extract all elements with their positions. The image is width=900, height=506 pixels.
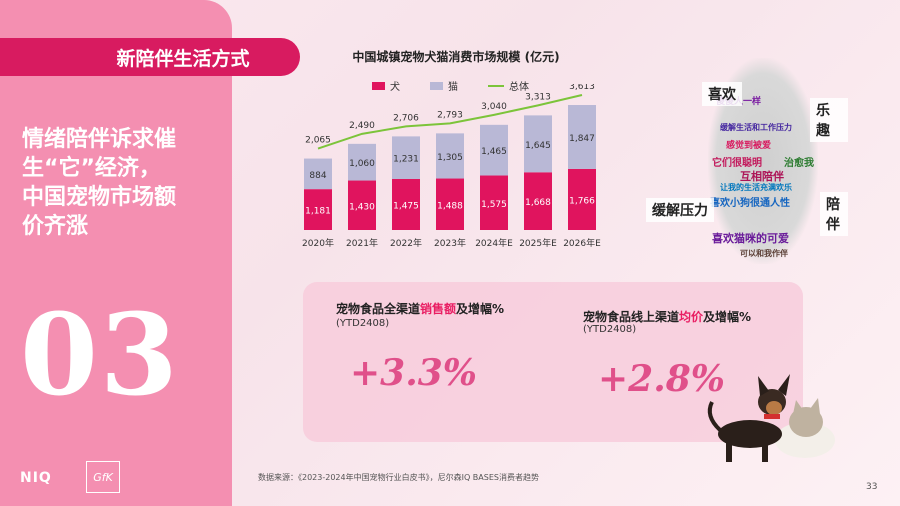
wc-word: 互相陪伴 <box>740 170 784 183</box>
data-label-total: 2,706 <box>393 113 419 123</box>
metric-title-post: 及增幅% <box>456 302 505 316</box>
metric-value: +2.8% <box>598 358 726 400</box>
line-total <box>317 94 583 150</box>
legend-item-cat: 猫 <box>430 78 458 93</box>
market-size-chart: 1,181 884 2,065 2020年 1,430 1,060 2,490 2021年 1,… <box>302 84 601 249</box>
headline-line: 中国宠物市场额 <box>22 185 177 210</box>
metric-title-post: 及增幅% <box>703 310 752 324</box>
bar-dog <box>568 168 596 230</box>
wc-tag: 乐趣 <box>810 98 848 142</box>
section-tag-label: 新陪伴生活方式 <box>116 47 250 70</box>
legend-swatch-cat <box>430 81 443 90</box>
data-label-dog: 1,766 <box>569 196 595 206</box>
bar-dog <box>524 172 552 230</box>
metric-title: 宠物食品线上渠道均价及增幅% <box>583 308 751 325</box>
wc-word: 可以和我作伴 <box>740 249 788 258</box>
metric-subtitle: (YTD2408) <box>336 318 390 329</box>
x-tick-label: 2022年 <box>390 237 422 249</box>
chart-legend: 犬 猫 总体 <box>372 78 529 93</box>
metric-title: 宠物食品全渠道销售额及增幅% <box>336 300 504 317</box>
gfk-logo: GfK <box>86 461 120 493</box>
data-label-cat: 1,465 <box>481 147 507 157</box>
dog-and-cat-image <box>707 374 835 462</box>
data-label-cat: 1,305 <box>437 153 463 163</box>
data-label-total: 3,613 <box>569 84 595 92</box>
data-label-total: 2,490 <box>349 121 375 131</box>
data-label-cat: 884 <box>309 171 326 181</box>
page-number: 33 <box>866 482 878 492</box>
data-label-cat: 1,060 <box>349 159 375 169</box>
x-tick-label: 2020年 <box>302 237 334 249</box>
data-label-dog: 1,668 <box>525 198 551 208</box>
metric-subtitle: (YTD2408) <box>583 324 637 335</box>
headline-line: 价齐涨 <box>22 214 89 239</box>
metric-value: +3.3% <box>350 352 478 394</box>
wc-tag: 缓解压力 <box>646 198 714 222</box>
wc-tag: 喜欢 <box>702 82 742 106</box>
bar-cat <box>304 158 332 190</box>
legend-label-total: 总体 <box>509 82 529 93</box>
bar-cat <box>480 124 508 176</box>
wc-word: 治愈我 <box>784 158 814 169</box>
bar-dog <box>304 189 332 230</box>
wc-word: 感觉到被爱 <box>726 141 772 151</box>
x-tick-label: 2026年E <box>563 237 601 249</box>
bar-dog <box>436 178 464 230</box>
metric-title-highlight: 均价 <box>679 310 704 324</box>
metric-title-highlight: 销售额 <box>420 302 457 316</box>
wc-word: 喜欢猫咪的可爱 <box>712 232 789 245</box>
data-label-dog: 1,475 <box>393 201 419 211</box>
bar-dog <box>480 175 508 230</box>
data-label-total: 3,313 <box>525 92 551 102</box>
headline-line: 生“它”经济， <box>22 156 161 181</box>
x-tick-label: 2024年E <box>475 237 513 249</box>
x-tick-label: 2025年E <box>519 237 557 249</box>
legend-label-cat: 猫 <box>448 82 458 93</box>
legend-item-dog: 犬 <box>372 78 400 93</box>
data-label-dog: 1,181 <box>305 207 331 217</box>
niq-logo: NIQ <box>20 470 52 486</box>
wc-word: 它们很聪明 <box>712 158 762 169</box>
left-panel <box>0 0 232 506</box>
data-label-dog: 1,430 <box>349 202 375 212</box>
data-label-cat: 1,847 <box>569 134 595 144</box>
bar-cat <box>524 115 552 173</box>
section-number: 03 <box>20 290 180 421</box>
data-label-total: 3,040 <box>481 102 507 112</box>
word-cloud: 傻傻人一样 它们很聪明 互相陪伴 喜欢小狗很通人性 喜欢猫咪的可爱 让我的生活充… <box>646 44 848 264</box>
bar-cat <box>568 105 596 169</box>
legend-swatch-dog <box>372 81 385 90</box>
metric-title-pre: 宠物食品全渠道 <box>336 302 421 316</box>
data-label-cat: 1,231 <box>393 155 419 165</box>
wc-word: 让我的生活充满欢乐 <box>720 183 792 192</box>
wc-word: 喜欢小狗很通人性 <box>710 198 790 209</box>
bar-dog <box>348 180 376 230</box>
data-label-dog: 1,488 <box>437 201 463 211</box>
data-label-total: 2,065 <box>305 136 331 146</box>
bar-dog <box>392 178 420 230</box>
wc-word: 缓解生活和工作压力 <box>720 123 792 132</box>
bar-cat <box>392 136 420 179</box>
chart-title: 中国城镇宠物犬猫消费市场规模 (亿元) <box>352 50 560 64</box>
metric-title-pre: 宠物食品线上渠道 <box>583 310 680 324</box>
legend-item-total: 总体 <box>488 78 529 93</box>
data-label-total: 2,793 <box>437 110 463 120</box>
legend-label-dog: 犬 <box>390 82 400 93</box>
data-source: 数据来源：《2023-2024年中国宠物行业白皮书》，尼尔森IQ BASES消费… <box>258 473 539 482</box>
wc-tag: 陪伴 <box>820 192 848 236</box>
metrics-card <box>303 282 803 442</box>
data-label-dog: 1,575 <box>481 200 507 210</box>
x-tick-label: 2021年 <box>346 237 378 249</box>
data-label-cat: 1,645 <box>525 141 551 151</box>
section-tag: 新陪伴生活方式 <box>0 38 300 76</box>
bar-cat <box>436 133 464 179</box>
bar-cat <box>348 143 376 181</box>
headline-line: 情绪陪伴诉求催 <box>22 127 177 152</box>
legend-swatch-total <box>488 84 504 87</box>
headline: 情绪陪伴诉求催 生“它”经济， 中国宠物市场额 价齐涨 <box>22 125 222 241</box>
x-tick-label: 2023年 <box>434 237 466 249</box>
